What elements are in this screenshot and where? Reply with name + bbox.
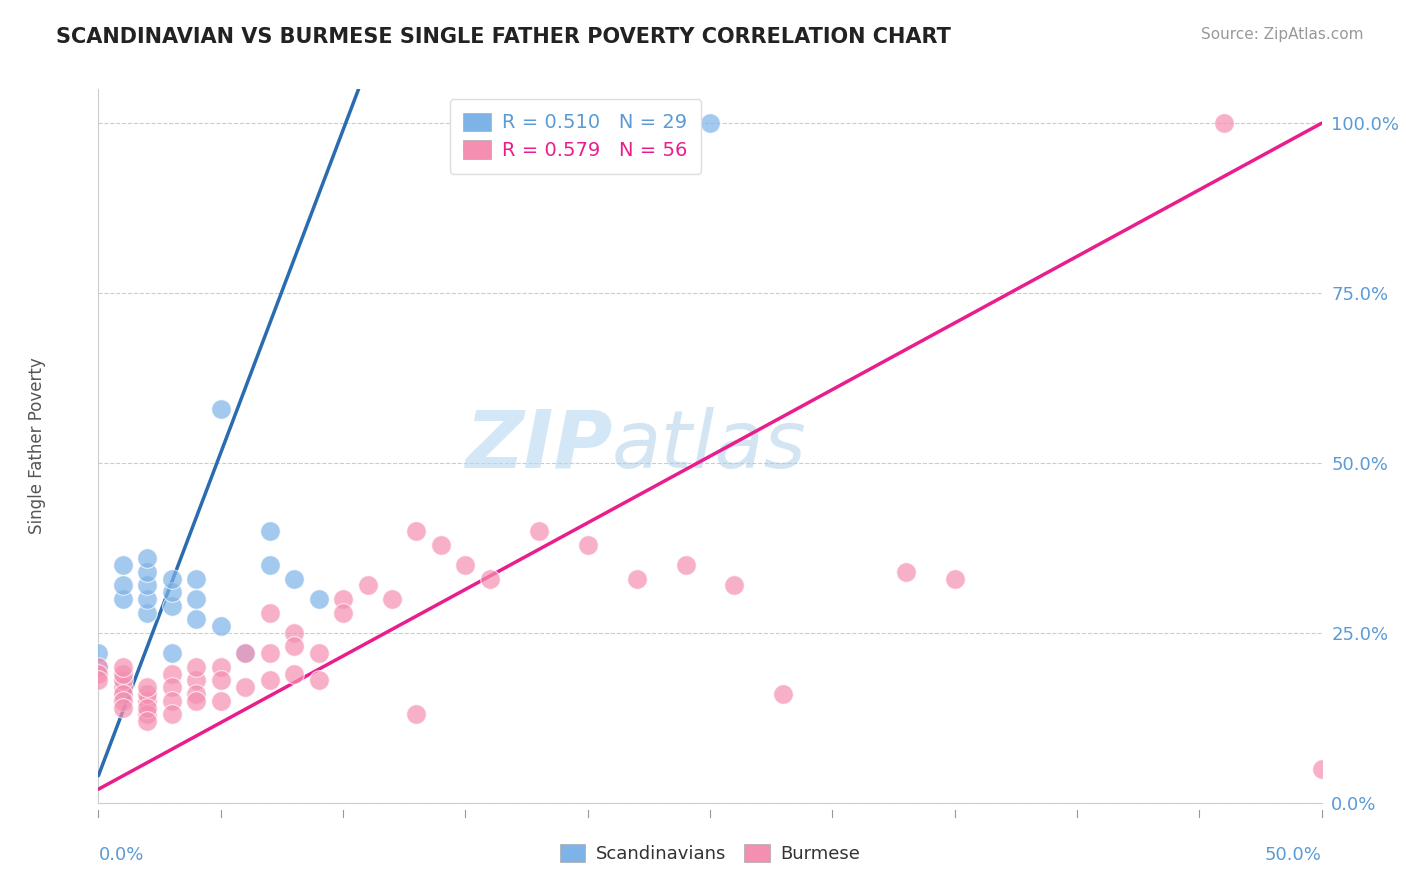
Point <box>160 585 183 599</box>
Point <box>209 619 232 633</box>
Point <box>209 694 232 708</box>
Point <box>186 673 208 688</box>
Point <box>675 558 697 572</box>
Point <box>160 599 183 613</box>
Point <box>87 673 110 688</box>
Point <box>160 680 183 694</box>
Point <box>111 558 134 572</box>
Point <box>87 646 110 660</box>
Point <box>160 707 183 722</box>
Point <box>186 612 208 626</box>
Point <box>136 565 159 579</box>
Point <box>186 687 208 701</box>
Point <box>111 680 134 694</box>
Point <box>136 680 159 694</box>
Point <box>136 591 159 606</box>
Text: ZIP: ZIP <box>465 407 612 485</box>
Text: 0.0%: 0.0% <box>98 846 143 863</box>
Point <box>209 401 232 416</box>
Point <box>87 660 110 674</box>
Point <box>1212 116 1234 130</box>
Point <box>772 687 794 701</box>
Point <box>454 116 477 130</box>
Legend: Scandinavians, Burmese: Scandinavians, Burmese <box>551 836 869 872</box>
Point <box>87 666 110 681</box>
Point <box>332 591 354 606</box>
Point <box>136 707 159 722</box>
Point <box>111 591 134 606</box>
Point <box>111 700 134 714</box>
Point <box>699 116 721 130</box>
Point <box>233 646 256 660</box>
Point <box>283 666 305 681</box>
Point <box>136 606 159 620</box>
Point <box>259 558 281 572</box>
Point <box>308 591 330 606</box>
Point <box>111 578 134 592</box>
Point <box>136 714 159 729</box>
Point <box>186 591 208 606</box>
Point <box>527 524 550 538</box>
Point <box>381 591 404 606</box>
Point <box>259 646 281 660</box>
Point <box>283 640 305 654</box>
Text: 50.0%: 50.0% <box>1265 846 1322 863</box>
Point <box>503 116 526 130</box>
Point <box>111 673 134 688</box>
Point <box>160 666 183 681</box>
Point <box>894 565 917 579</box>
Text: Single Father Poverty: Single Father Poverty <box>28 358 46 534</box>
Point <box>576 537 599 551</box>
Point <box>160 694 183 708</box>
Point <box>356 578 378 592</box>
Point <box>259 524 281 538</box>
Text: atlas: atlas <box>612 407 807 485</box>
Point <box>943 572 966 586</box>
Point <box>283 626 305 640</box>
Point <box>111 660 134 674</box>
Point <box>111 687 134 701</box>
Point <box>111 694 134 708</box>
Text: Source: ZipAtlas.com: Source: ZipAtlas.com <box>1201 27 1364 42</box>
Point <box>478 572 501 586</box>
Point <box>186 694 208 708</box>
Point <box>626 116 648 130</box>
Point <box>160 572 183 586</box>
Point <box>111 666 134 681</box>
Point <box>1310 762 1333 776</box>
Text: SCANDINAVIAN VS BURMESE SINGLE FATHER POVERTY CORRELATION CHART: SCANDINAVIAN VS BURMESE SINGLE FATHER PO… <box>56 27 950 46</box>
Point <box>136 578 159 592</box>
Point <box>430 537 453 551</box>
Point <box>209 660 232 674</box>
Point <box>87 660 110 674</box>
Point <box>186 660 208 674</box>
Point <box>209 673 232 688</box>
Point <box>405 707 427 722</box>
Point <box>626 572 648 586</box>
Point <box>283 572 305 586</box>
Point <box>233 646 256 660</box>
Point <box>186 572 208 586</box>
Point <box>233 680 256 694</box>
Point <box>308 646 330 660</box>
Point <box>136 551 159 566</box>
Point <box>405 524 427 538</box>
Point <box>259 673 281 688</box>
Point <box>160 646 183 660</box>
Point <box>723 578 745 592</box>
Point <box>136 694 159 708</box>
Point <box>332 606 354 620</box>
Point <box>136 687 159 701</box>
Point <box>259 606 281 620</box>
Point <box>136 700 159 714</box>
Point <box>308 673 330 688</box>
Point <box>553 116 575 130</box>
Point <box>454 558 477 572</box>
